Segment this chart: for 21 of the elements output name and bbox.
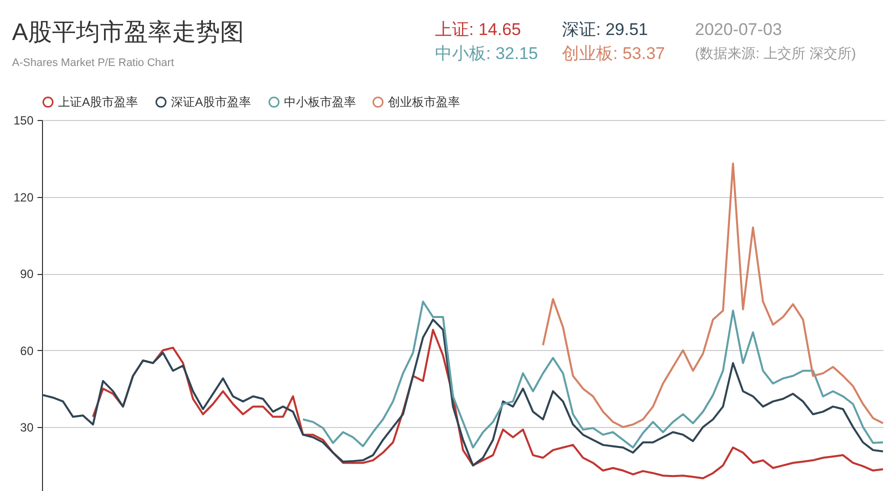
chart-title: A股平均市盈率走势图 (12, 19, 244, 46)
text: (数据来源: 上交所 深交所) (695, 45, 856, 61)
text: 中小板: 32.15 (435, 44, 538, 63)
text: 上证: 14.65 (435, 20, 521, 39)
y-tick-label: 30 (20, 420, 34, 435)
text: 深证: 29.51 (562, 20, 648, 39)
y-tick-label: 120 (13, 190, 34, 204)
y-tick-label: 60 (20, 344, 34, 358)
legend-label: 深证A股市盈率 (171, 95, 252, 110)
line-series (542, 162, 884, 428)
legend-label: 创业板市盈率 (388, 95, 460, 110)
line-series (42, 318, 884, 466)
line-series (92, 328, 884, 480)
text: 2020-07-03 (695, 20, 782, 39)
legend-label: 上证A股市盈率 (58, 95, 138, 110)
text: 创业板: 53.37 (562, 44, 665, 63)
y-tick-label: 150 (13, 114, 34, 128)
line-series (302, 300, 884, 449)
y-tick-label: 90 (20, 267, 34, 282)
legend-label: 中小板市盈率 (284, 95, 356, 110)
chart-subtitle: A-Shares Market P/E Ratio Chart (12, 57, 174, 69)
